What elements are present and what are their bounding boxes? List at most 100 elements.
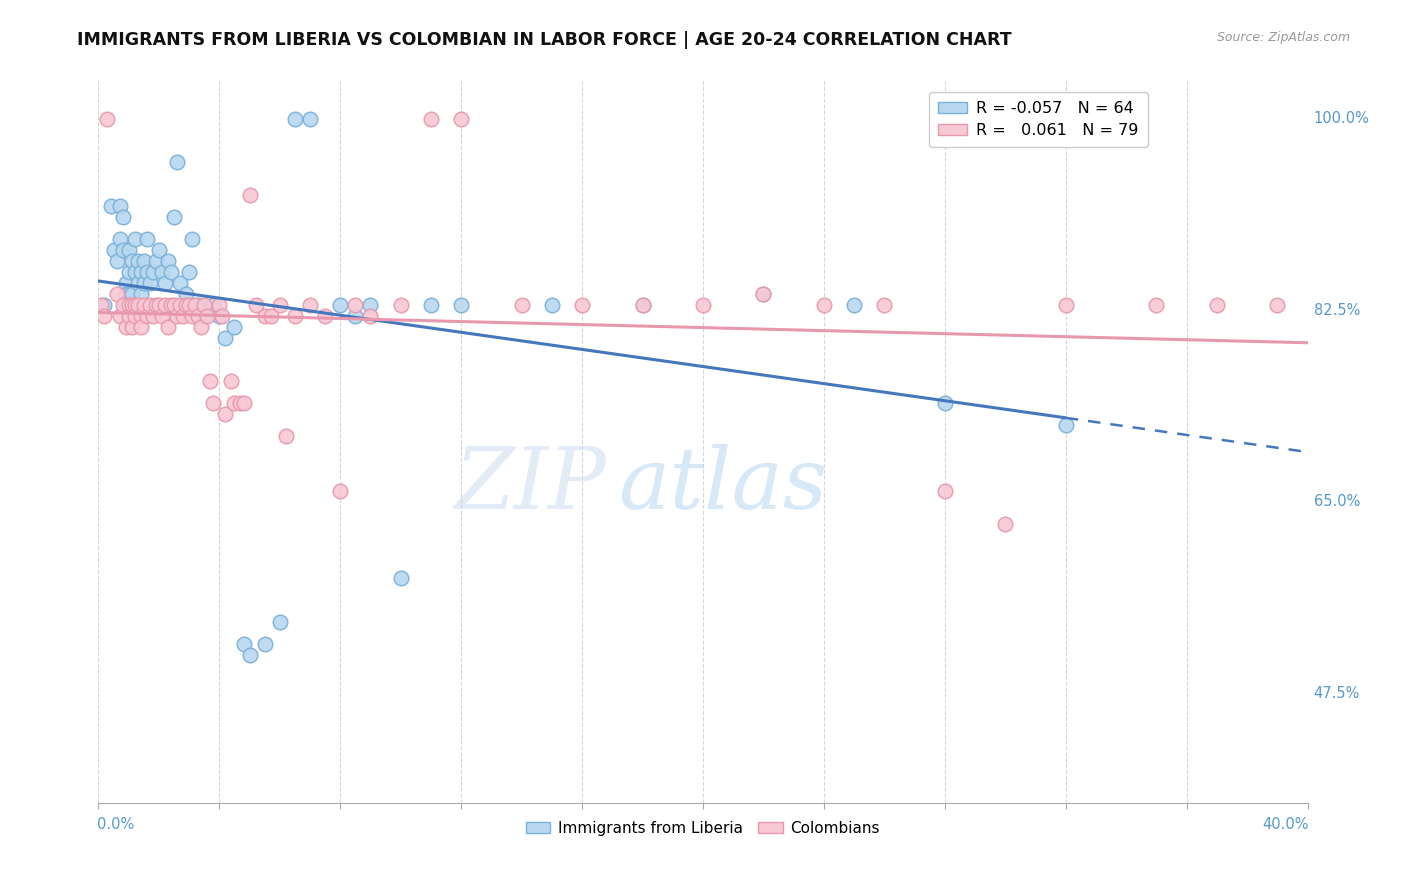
Point (105, 253, 128, 268)
Point (200, 374, 222, 388)
Point (184, 298, 207, 312)
Point (934, 396, 956, 410)
Point (114, 286, 136, 301)
Point (873, 298, 896, 312)
Point (100, 199, 122, 213)
Point (166, 155, 188, 169)
Point (135, 232, 157, 246)
Point (96, 112, 118, 126)
Point (93, 298, 115, 312)
Point (813, 298, 835, 312)
Point (1206, 298, 1229, 312)
Point (174, 286, 197, 301)
Point (129, 319, 152, 334)
Point (127, 298, 149, 312)
Point (156, 253, 179, 268)
Point (274, 429, 297, 443)
Point (344, 309, 367, 323)
Point (631, 298, 654, 312)
Text: ZIP: ZIP (454, 443, 606, 526)
Point (450, 112, 472, 126)
Text: IMMIGRANTS FROM LIBERIA VS COLOMBIAN IN LABOR FORCE | AGE 20-24 CORRELATION CHAR: IMMIGRANTS FROM LIBERIA VS COLOMBIAN IN … (77, 31, 1012, 49)
Text: 0.0%: 0.0% (97, 817, 135, 832)
Point (111, 210, 134, 224)
Point (389, 571, 412, 585)
Point (114, 319, 136, 334)
Point (1144, 298, 1167, 312)
Point (221, 374, 243, 388)
Point (208, 309, 231, 323)
Point (108, 309, 131, 323)
Point (329, 298, 352, 312)
Point (160, 265, 183, 279)
Point (129, 265, 152, 279)
Point (118, 265, 141, 279)
Point (752, 286, 775, 301)
Point (389, 298, 412, 312)
Point (156, 319, 179, 334)
Point (214, 407, 236, 421)
Point (229, 396, 252, 410)
Point (232, 396, 254, 410)
Point (208, 298, 231, 312)
Point (245, 298, 267, 312)
Point (360, 309, 382, 323)
Point (135, 309, 157, 323)
Point (172, 309, 194, 323)
Point (139, 298, 162, 312)
Point (179, 298, 201, 312)
Point (232, 637, 254, 651)
Text: 65.0%: 65.0% (1313, 494, 1360, 509)
Point (145, 298, 167, 312)
Point (90, 298, 112, 312)
Point (93, 309, 115, 323)
Point (108, 232, 131, 246)
Point (121, 298, 143, 312)
Point (269, 298, 291, 312)
Point (169, 276, 191, 290)
Point (132, 298, 155, 312)
Point (420, 112, 443, 126)
Point (314, 309, 336, 323)
Point (148, 243, 170, 257)
Point (142, 309, 165, 323)
Point (163, 210, 186, 224)
Point (145, 253, 167, 268)
Point (105, 286, 128, 301)
Point (148, 298, 170, 312)
Point (211, 309, 233, 323)
Point (179, 265, 201, 279)
Point (160, 298, 183, 312)
Point (1054, 298, 1077, 312)
Point (153, 298, 176, 312)
Point (202, 298, 225, 312)
Point (344, 298, 367, 312)
Point (132, 253, 155, 268)
Point (253, 637, 276, 651)
Point (127, 253, 149, 268)
Point (181, 309, 204, 323)
Point (360, 298, 382, 312)
Point (224, 319, 246, 334)
Text: 40.0%: 40.0% (1263, 817, 1309, 832)
Point (253, 309, 276, 323)
Point (181, 232, 204, 246)
Point (121, 286, 143, 301)
Point (118, 298, 141, 312)
Text: atlas: atlas (619, 443, 828, 526)
Point (284, 112, 307, 126)
Text: 100.0%: 100.0% (1313, 112, 1369, 126)
Point (187, 298, 209, 312)
Point (571, 298, 593, 312)
Point (108, 199, 131, 213)
Point (124, 232, 146, 246)
Point (121, 319, 143, 334)
Point (934, 483, 956, 498)
Point (329, 483, 352, 498)
Point (118, 309, 141, 323)
Point (224, 396, 246, 410)
Point (153, 276, 176, 290)
Point (187, 309, 209, 323)
Point (139, 276, 162, 290)
Point (269, 615, 291, 629)
